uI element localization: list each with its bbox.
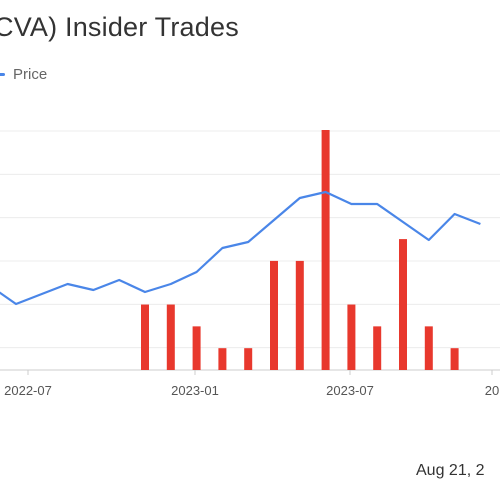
bar — [321, 130, 330, 370]
bar — [141, 304, 149, 370]
bar — [192, 326, 201, 370]
bar — [424, 326, 433, 370]
legend: Price — [0, 64, 47, 84]
bar — [347, 304, 356, 370]
x-tick-label: 2023-01 — [171, 383, 219, 398]
footer-date: Aug 21, 2 — [416, 462, 485, 479]
bar — [373, 326, 382, 370]
bar — [218, 348, 227, 370]
bar — [244, 348, 253, 370]
legend-price-swatch — [0, 72, 5, 76]
x-tick-label: 2023-07 — [326, 383, 374, 398]
bar — [399, 239, 407, 370]
bar — [166, 304, 175, 370]
x-tick-label: 2022-07 — [4, 383, 52, 398]
legend-price-label: Price — [13, 65, 48, 83]
bar-series — [141, 130, 459, 370]
bar — [450, 348, 459, 370]
x-axis: 2022-07 2023-01 2023-07 20 — [4, 370, 499, 398]
bar — [270, 260, 278, 370]
bar — [295, 260, 304, 370]
x-tick-label: 20 — [485, 383, 499, 398]
grid-lines — [0, 130, 500, 371]
chart-title: CVA) Insider Trades — [0, 12, 239, 42]
price-line — [0, 190, 481, 306]
price-series — [0, 190, 481, 306]
